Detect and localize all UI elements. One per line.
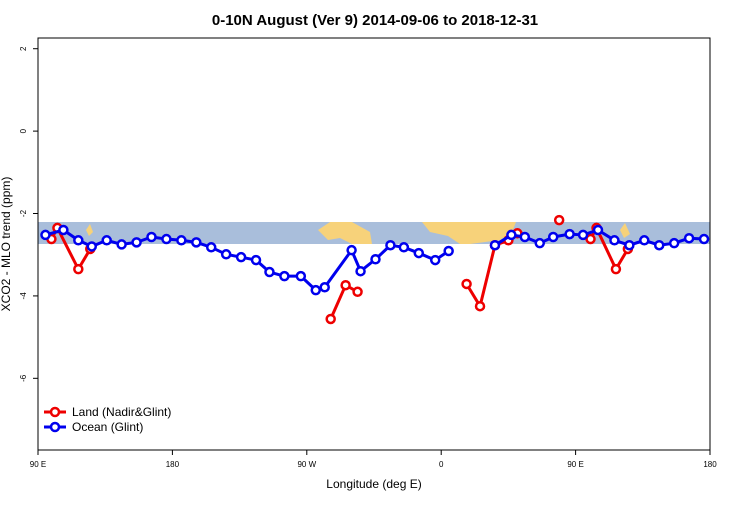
- data-point: [355, 265, 366, 277]
- data-point: [116, 239, 127, 250]
- land: [86, 224, 93, 236]
- data-point: [58, 224, 69, 236]
- data-point: [176, 235, 187, 246]
- series: [40, 224, 710, 296]
- data-point: [413, 247, 425, 259]
- x-tick-label: 90 E: [567, 460, 583, 469]
- data-point: [86, 241, 98, 252]
- legend-marker: [49, 421, 61, 433]
- data-point: [205, 242, 217, 253]
- data-point: [73, 263, 84, 275]
- y-tick-label: -4: [19, 292, 28, 300]
- data-point: [624, 239, 635, 251]
- data-point: [279, 270, 290, 282]
- data-point: [668, 237, 680, 249]
- data-point: [592, 224, 604, 236]
- x-tick-label: 180: [166, 460, 180, 469]
- x-tick-label: 0: [439, 460, 444, 469]
- land: [318, 222, 372, 244]
- x-tick-label: 90 W: [297, 460, 316, 469]
- data-point: [585, 233, 596, 245]
- chart-title: 0-10N August (Ver 9) 2014-09-06 to 2018-…: [212, 12, 538, 29]
- y-tick-label: -2: [19, 209, 28, 217]
- data-point: [340, 279, 351, 291]
- series: [46, 214, 634, 325]
- data-point: [191, 237, 202, 248]
- data-point: [398, 242, 410, 253]
- data-point: [683, 232, 695, 244]
- data-point: [131, 237, 142, 248]
- data-point: [295, 270, 307, 282]
- plot-frame: [37, 37, 711, 451]
- land: [422, 222, 516, 244]
- data-point: [489, 239, 501, 251]
- data-point: [698, 233, 710, 245]
- data-point: [564, 228, 575, 240]
- data-point: [146, 231, 157, 243]
- data-point: [40, 229, 51, 241]
- data-point: [429, 254, 441, 266]
- data-point: [506, 229, 517, 241]
- x-axis-label: Longitude (deg E): [326, 477, 421, 491]
- data-point: [385, 239, 396, 251]
- data-point: [461, 278, 472, 290]
- legend-marker: [49, 406, 61, 418]
- data-point: [653, 239, 665, 251]
- x-tick-label: 90 E: [30, 460, 46, 469]
- y-tick-label: -6: [19, 374, 28, 382]
- legend-label: Ocean (Glint): [72, 420, 143, 434]
- data-point: [639, 235, 650, 246]
- data-point: [553, 214, 565, 226]
- data-point: [519, 231, 531, 243]
- data-point: [352, 286, 363, 298]
- land: [620, 223, 630, 238]
- data-point: [610, 263, 622, 275]
- data-point: [547, 231, 559, 243]
- data-point: [346, 244, 357, 256]
- data-point: [73, 235, 84, 246]
- y-tick-label: 0: [19, 128, 28, 133]
- data-point: [609, 235, 620, 246]
- data-point: [534, 237, 546, 249]
- data-point: [101, 235, 112, 246]
- data-point: [474, 300, 486, 312]
- y-tick-label: 2: [19, 46, 28, 51]
- data-point: [250, 254, 262, 266]
- x-tick-label: 180: [703, 460, 717, 469]
- data-point: [443, 245, 454, 257]
- data-point: [220, 249, 232, 260]
- data-point: [310, 284, 322, 296]
- data-point: [161, 233, 172, 245]
- y-axis-label: XCO2 - MLO trend (ppm): [0, 177, 13, 312]
- data-point: [577, 229, 589, 241]
- data-point: [235, 251, 247, 263]
- data-point: [325, 313, 336, 325]
- legend-label: Land (Nadir&Glint): [72, 405, 171, 419]
- data-point: [264, 266, 275, 278]
- legend: Land (Nadir&Glint)Ocean (Glint): [44, 405, 171, 434]
- data-point: [370, 253, 381, 265]
- data-point: [319, 282, 330, 293]
